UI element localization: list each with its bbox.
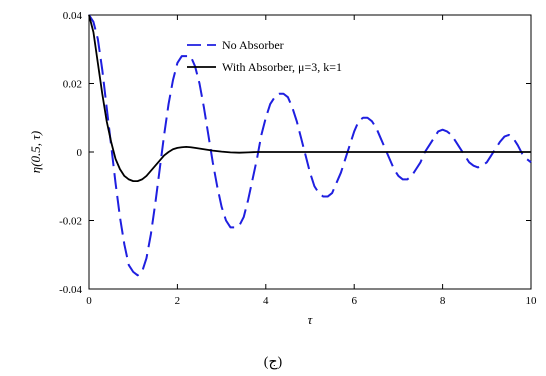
- legend-label-no-absorber: No Absorber: [222, 38, 284, 52]
- x-tick-label: 2: [175, 295, 181, 307]
- y-tick-label: -0.02: [59, 216, 82, 228]
- axis-ticks: 0 2 4 6 8 10 -0.04 -0.02 0 0.02 0.04: [59, 10, 537, 307]
- series-line-no-absorber: [88, 14, 532, 277]
- x-axis-label: τ: [308, 312, 314, 327]
- y-axis-label: η(0.5, τ): [28, 131, 43, 174]
- legend-label-with-absorber: With Absorber, μ=3, k=1: [222, 60, 342, 74]
- y-tick-label: 0.02: [63, 79, 82, 91]
- series-line-with-absorber: [88, 14, 531, 183]
- legend: No Absorber With Absorber, μ=3, k=1: [187, 38, 342, 74]
- y-tick-label: 0: [77, 147, 83, 159]
- y-tick-label: 0.04: [63, 10, 83, 22]
- x-tick-label: 8: [440, 295, 446, 307]
- y-tick-label: -0.04: [59, 284, 82, 296]
- x-tick-label: 10: [526, 295, 538, 307]
- x-tick-label: 4: [263, 295, 269, 307]
- x-tick-label: 0: [86, 295, 92, 307]
- x-tick-label: 6: [351, 295, 357, 307]
- figure-caption: (ج): [264, 355, 283, 370]
- series-group: [88, 14, 532, 277]
